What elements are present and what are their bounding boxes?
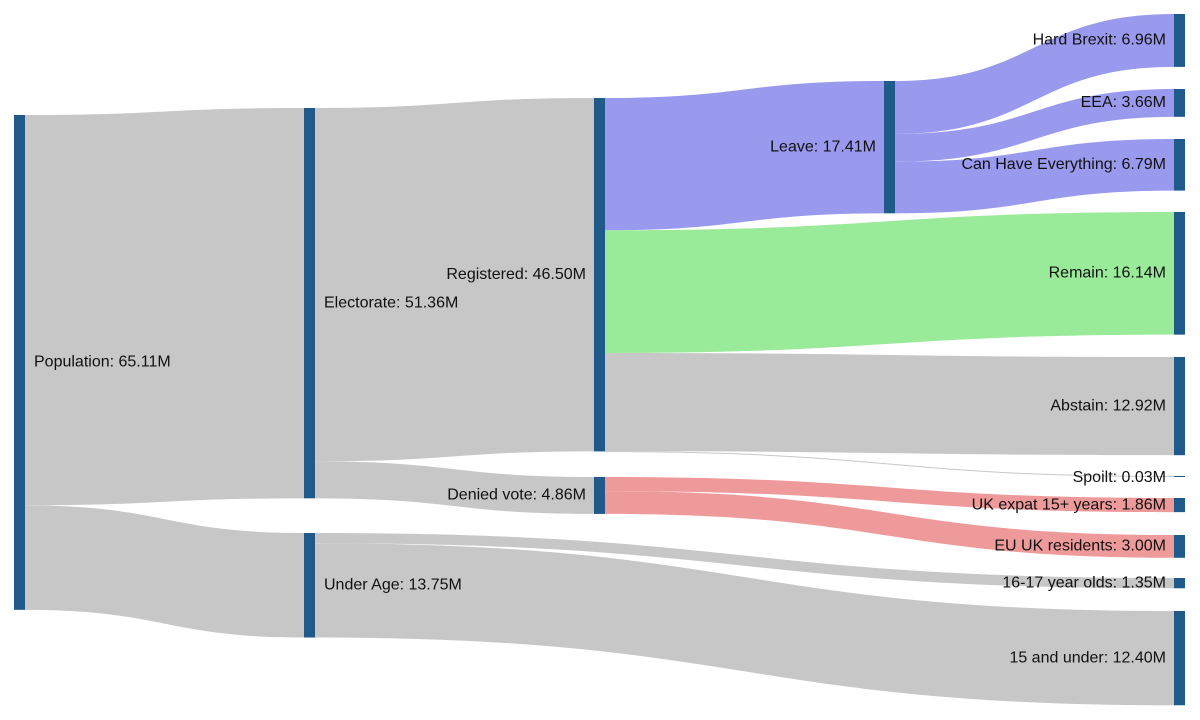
node-label-age-16-17: 16-17 year olds: 1.35M [1002, 574, 1166, 591]
node-label-population: Population: 65.11M [34, 354, 171, 371]
node-label-eu-uk-residents: EU UK residents: 3.00M [994, 538, 1166, 555]
node-label-under-age: Under Age: 13.75M [324, 576, 462, 593]
node-under-age [304, 533, 315, 638]
node-spoilt [1174, 476, 1185, 477]
links-layer [25, 14, 1174, 706]
node-population [14, 115, 25, 610]
node-hard-brexit [1174, 14, 1185, 67]
node-label-abstain: Abstain: 12.92M [1050, 397, 1166, 414]
node-label-remain: Remain: 16.14M [1049, 265, 1166, 282]
labels-layer: Population: 65.11M Electorate: 51.36M Unde… [34, 32, 1166, 667]
link-denied_vote-to-uk_expat [605, 477, 1174, 513]
node-label-registered: Registered: 46.50M [446, 266, 586, 283]
node-can-have-everything [1174, 139, 1185, 191]
node-label-hard-brexit: Hard Brexit: 6.96M [1033, 32, 1166, 49]
node-leave [884, 81, 895, 214]
node-registered [594, 98, 605, 452]
node-abstain [1174, 357, 1185, 456]
node-denied-vote [594, 477, 605, 514]
node-uk-expat [1174, 498, 1185, 513]
node-eea [1174, 89, 1185, 117]
link-under_age-to-age_16_17 [315, 533, 1174, 589]
node-label-denied-vote: Denied vote: 4.86M [447, 487, 586, 504]
node-remain [1174, 212, 1185, 335]
node-age-16-17 [1174, 578, 1185, 589]
link-population-to-electorate [25, 108, 304, 506]
node-label-eea: EEA: 3.66M [1081, 94, 1166, 111]
node-label-leave: Leave: 17.41M [770, 138, 876, 155]
node-eu-uk-residents [1174, 535, 1185, 558]
link-electorate-to-denied_vote [315, 461, 594, 514]
node-electorate [304, 108, 315, 499]
node-label-age-15-under: 15 and under: 12.40M [1009, 649, 1166, 666]
node-label-electorate: Electorate: 51.36M [324, 294, 458, 311]
link-registered-to-abstain [605, 352, 1174, 456]
link-leave-to-eea [895, 89, 1174, 162]
link-registered-to-leave [605, 81, 884, 231]
nodes-layer [14, 14, 1185, 706]
link-registered-to-remain [605, 212, 1174, 353]
link-denied_vote-to-eu_uk_residents [605, 491, 1174, 558]
link-population-to-under_age [25, 505, 304, 638]
link-leave-to-can_have_everything [895, 139, 1174, 214]
link-leave-to-hard_brexit [895, 14, 1174, 134]
node-label-can-have-everything: Can Have Everything: 6.79M [961, 156, 1166, 173]
link-registered-to-spoilt [605, 451, 1174, 477]
link-under_age-to-age_15_under [315, 543, 1174, 706]
node-label-spoilt: Spoilt: 0.03M [1073, 469, 1166, 486]
node-label-uk-expat: UK expat 15+ years: 1.86M [972, 496, 1166, 513]
link-electorate-to-registered [315, 98, 594, 462]
node-age-15-under [1174, 611, 1185, 706]
